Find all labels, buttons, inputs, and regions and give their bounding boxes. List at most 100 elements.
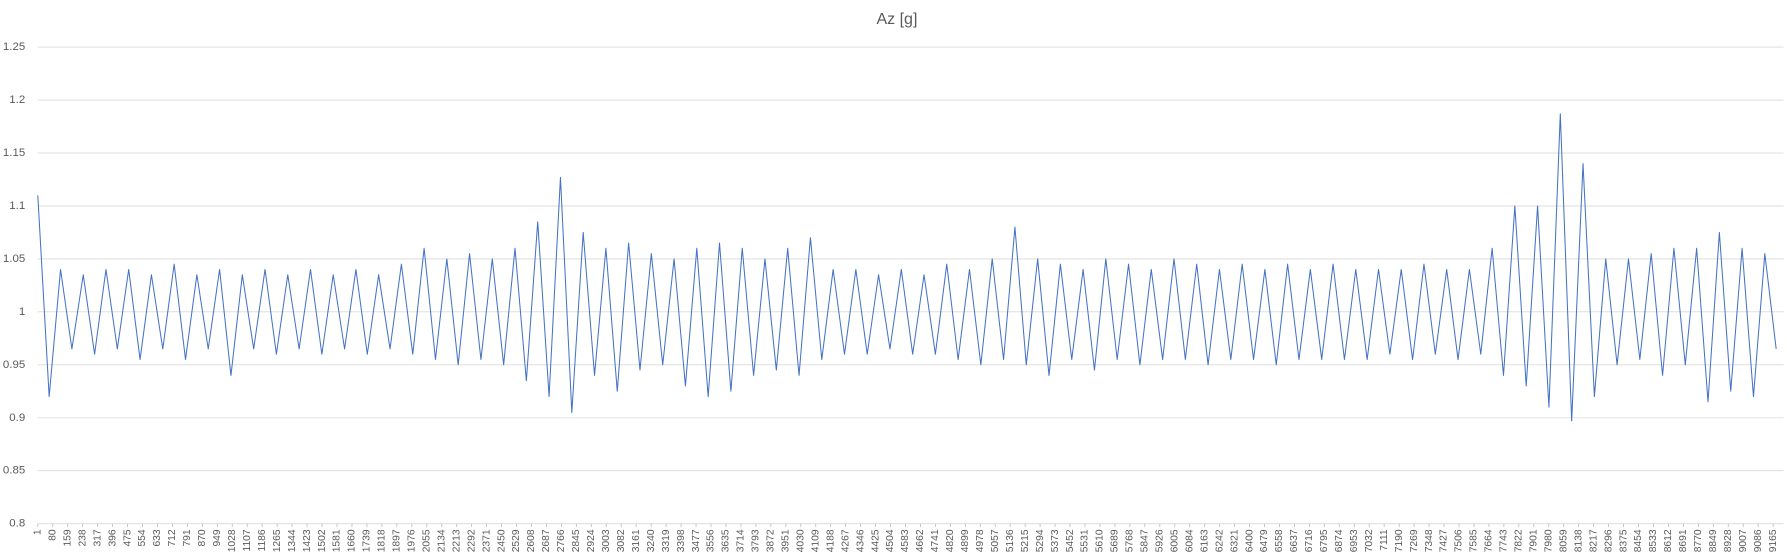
x-tick-label: 6874 <box>1334 529 1345 552</box>
x-tick-label: 80 <box>47 529 58 541</box>
x-tick-label: 2450 <box>496 529 507 552</box>
x-tick-label: 1186 <box>257 529 268 551</box>
x-tick-label: 7111 <box>1379 529 1390 551</box>
x-tick-label: 3082 <box>616 529 627 552</box>
x-tick-label: 4425 <box>870 529 881 552</box>
x-tick-label: 1028 <box>227 529 238 552</box>
x-tick-label: 2292 <box>466 529 477 552</box>
x-tick-label: 4662 <box>915 529 926 552</box>
x-tick-label: 1107 <box>242 529 253 551</box>
x-tick-label: 7506 <box>1454 529 1465 552</box>
x-tick-label: 6242 <box>1214 529 1225 552</box>
x-tick-label: 4899 <box>960 529 971 552</box>
x-tick-label: 8138 <box>1573 529 1584 552</box>
x-tick-label: 8849 <box>1708 529 1719 552</box>
x-tick-label: 7980 <box>1543 529 1554 552</box>
x-tick-label: 7190 <box>1394 529 1405 552</box>
x-tick-label: 3556 <box>706 529 717 552</box>
x-tick-label: 4030 <box>795 529 806 552</box>
x-tick-label: 2371 <box>481 529 492 552</box>
y-tick-label: 0.95 <box>3 359 25 371</box>
x-tick-label: 633 <box>152 529 163 546</box>
x-tick-label: 4109 <box>810 529 821 552</box>
x-tick-label: 2134 <box>436 529 447 552</box>
x-tick-label: 5215 <box>1020 529 1031 552</box>
x-tick-label: 3477 <box>691 529 702 552</box>
x-tick-label: 5768 <box>1125 529 1136 552</box>
x-tick-label: 870 <box>197 529 208 546</box>
x-tick-label: 1423 <box>302 529 313 552</box>
x-tick-label: 7032 <box>1364 529 1375 552</box>
x-tick-label: 1739 <box>362 529 373 552</box>
x-tick-label: 5689 <box>1110 529 1121 552</box>
x-tick-label: 5610 <box>1095 529 1106 552</box>
x-tick-label: 5136 <box>1005 529 1016 552</box>
x-tick-label: 3714 <box>736 529 747 552</box>
x-tick-label: 5373 <box>1050 529 1061 552</box>
x-tick-label: 4267 <box>840 529 851 552</box>
x-tick-label: 554 <box>137 529 148 546</box>
y-tick-label: 1.15 <box>3 147 25 159</box>
x-tick-label: 1 <box>33 529 44 535</box>
x-tick-label: 4504 <box>885 529 896 552</box>
x-tick-label: 396 <box>107 529 118 546</box>
x-tick-label: 1976 <box>407 529 418 552</box>
x-tick-label: 9165 <box>1768 529 1779 552</box>
x-tick-label: 2213 <box>451 529 462 552</box>
x-tick-label: 9086 <box>1753 529 1764 552</box>
x-tick-label: 7269 <box>1409 529 1420 552</box>
x-tick-label: 1897 <box>392 529 403 552</box>
x-tick-label: 2608 <box>526 529 537 552</box>
x-tick-label: 8059 <box>1558 529 1569 552</box>
x-tick-label: 6084 <box>1184 529 1195 552</box>
x-tick-label: 1502 <box>317 529 328 552</box>
x-tick-label: 7664 <box>1484 529 1495 552</box>
x-tick-label: 2055 <box>421 529 432 552</box>
x-tick-label: 949 <box>212 529 223 546</box>
x-tick-label: 8375 <box>1618 529 1629 552</box>
x-tick-label: 8454 <box>1633 529 1644 552</box>
y-tick-label: 1.05 <box>3 253 25 265</box>
x-tick-label: 5847 <box>1140 529 1151 552</box>
x-tick-label: 4188 <box>825 529 836 552</box>
x-tick-label: 6005 <box>1169 529 1180 552</box>
x-tick-label: 3951 <box>781 529 792 552</box>
x-tick-label: 7901 <box>1529 529 1540 552</box>
x-tick-label: 7822 <box>1514 529 1525 552</box>
x-tick-label: 2529 <box>511 529 522 552</box>
x-tick-label: 7427 <box>1439 529 1450 552</box>
x-tick-label: 9007 <box>1738 529 1749 552</box>
x-tick-label: 238 <box>77 529 88 546</box>
y-tick-label: 0.9 <box>9 412 25 424</box>
y-tick-label: 1.25 <box>3 41 25 53</box>
x-tick-label: 2845 <box>571 529 582 552</box>
x-tick-label: 6321 <box>1229 529 1240 552</box>
x-tick-label: 5294 <box>1035 529 1046 552</box>
x-tick-label: 5926 <box>1155 529 1166 552</box>
x-tick-label: 2687 <box>541 529 552 552</box>
y-tick-label: 1 <box>19 306 25 318</box>
x-tick-label: 8296 <box>1603 529 1614 552</box>
x-tick-label: 3240 <box>646 529 657 552</box>
x-tick-label: 5452 <box>1065 529 1076 552</box>
x-tick-label: 8691 <box>1678 529 1689 552</box>
x-tick-label: 8217 <box>1588 529 1599 552</box>
y-tick-label: 0.8 <box>9 518 25 530</box>
x-tick-label: 8612 <box>1663 529 1674 552</box>
x-tick-label: 3003 <box>601 529 612 552</box>
x-tick-label: 7743 <box>1499 529 1510 552</box>
x-tick-label: 8770 <box>1693 529 1704 552</box>
x-tick-label: 1660 <box>347 529 358 552</box>
x-tick-label: 8533 <box>1648 529 1659 552</box>
x-tick-label: 4583 <box>900 529 911 552</box>
x-tick-label: 2766 <box>556 529 567 552</box>
x-tick-label: 6479 <box>1259 529 1270 552</box>
x-tick-label: 7585 <box>1469 529 1480 552</box>
x-tick-label: 3872 <box>766 529 777 552</box>
x-tick-label: 4741 <box>930 529 941 552</box>
x-tick-label: 317 <box>92 529 103 546</box>
y-tick-label: 0.85 <box>3 465 25 477</box>
x-tick-label: 4346 <box>855 529 866 552</box>
x-tick-label: 6953 <box>1349 529 1360 552</box>
